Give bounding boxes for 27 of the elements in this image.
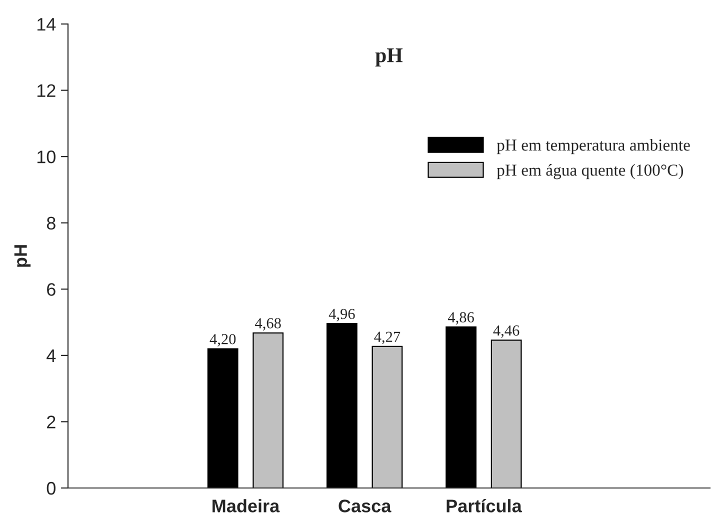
bar (490, 340, 522, 488)
y-tick-label: 8 (46, 216, 56, 230)
x-tick-label: Partícula (446, 498, 522, 512)
y-tick-label: 0 (46, 482, 56, 495)
data-label: 4,96 (328, 308, 355, 322)
bar (446, 326, 477, 488)
data-label: 4,68 (255, 318, 281, 331)
data-label: 4,27 (374, 332, 400, 344)
y-tick-label: 6 (47, 283, 56, 296)
bar (207, 348, 238, 488)
x-tick-label: Casca (338, 500, 392, 512)
bar (326, 323, 358, 488)
data-label: 4,20 (210, 334, 236, 347)
y-axis-title: pH (14, 245, 31, 267)
y-tick-label: 12 (37, 84, 56, 97)
x-tick-label: Madeira (212, 499, 280, 512)
legend-label: pH em água quente (100°C) (496, 164, 684, 180)
y-tick-label: 2 (47, 416, 56, 428)
y-tick-label: 4 (46, 350, 56, 362)
text: pH (375, 48, 403, 67)
data-label: 4,86 (448, 312, 474, 325)
legend-label: pH em temperatura ambiente (496, 138, 690, 154)
bar (252, 332, 284, 488)
data-label: 4,46 (493, 325, 520, 338)
y-tick-label: 14 (37, 18, 56, 31)
y-tick-label: 10 (37, 150, 56, 164)
bar (372, 346, 403, 488)
